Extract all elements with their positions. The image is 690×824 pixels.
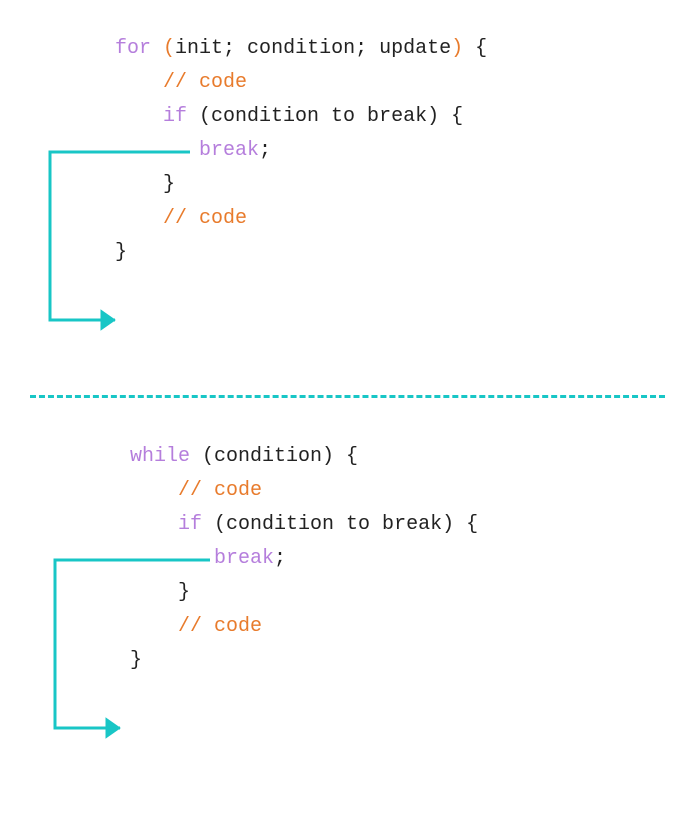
arrow-path	[50, 152, 190, 320]
code-token	[115, 105, 163, 128]
code-token	[130, 479, 178, 502]
code-token: // code	[163, 71, 247, 94]
code-token	[130, 513, 178, 536]
code-token: {	[463, 37, 487, 60]
break-flow-arrow-while	[35, 540, 230, 748]
section-divider	[30, 395, 665, 398]
code-token: init; condition; update	[175, 37, 451, 60]
code-token: (condition) {	[190, 445, 358, 468]
code-token: while	[130, 445, 190, 468]
arrow-head-icon	[101, 310, 115, 330]
code-token: if	[178, 513, 202, 536]
arrow-head-icon	[106, 718, 120, 738]
code-token: (condition to break) {	[187, 105, 463, 128]
code-token: ;	[259, 139, 271, 162]
code-token: (condition to break) {	[202, 513, 478, 536]
code-token: )	[451, 37, 463, 60]
arrow-path	[55, 560, 210, 728]
code-token	[115, 71, 163, 94]
break-flow-arrow-for	[30, 132, 210, 340]
code-token	[151, 37, 163, 60]
code-token: for	[115, 37, 151, 60]
diagram-canvas: for (init; condition; update) { // code …	[0, 0, 690, 824]
code-token: (	[163, 37, 175, 60]
code-token: if	[163, 105, 187, 128]
code-token: ;	[274, 547, 286, 570]
code-token: // code	[178, 479, 262, 502]
